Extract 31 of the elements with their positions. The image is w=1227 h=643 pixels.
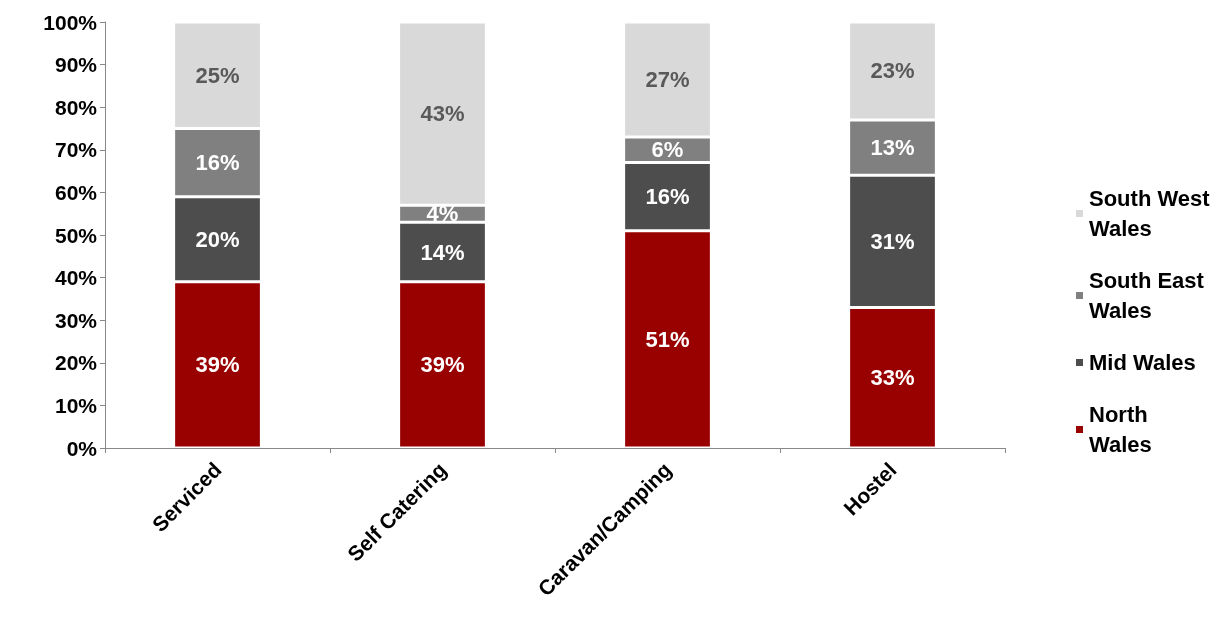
legend-label: North Wales (1089, 402, 1154, 457)
data-label: 25% (195, 62, 240, 88)
data-label: 4% (426, 201, 459, 227)
data-label: 31% (870, 228, 915, 254)
y-tick-label: 10% (54, 393, 98, 417)
data-label: 14% (420, 239, 465, 265)
y-tick-label: 80% (54, 95, 98, 119)
y-tick-label: 70% (54, 138, 98, 162)
data-label: 6% (651, 137, 684, 163)
y-tick-label: 60% (54, 180, 98, 204)
y-tick-label: 90% (54, 53, 98, 77)
legend-label: South East Wales (1089, 268, 1211, 323)
y-tick-label: 20% (54, 351, 98, 375)
data-label: 33% (870, 365, 915, 391)
data-label: 39% (195, 352, 240, 378)
data-label: 16% (645, 184, 690, 210)
y-tick-label: 100% (43, 10, 98, 34)
data-label: 43% (420, 101, 465, 127)
data-label: 13% (870, 135, 915, 161)
data-label: 23% (870, 58, 915, 84)
legend-label: South West Wales (1089, 186, 1216, 241)
data-label: 51% (645, 326, 690, 352)
data-label: 20% (195, 226, 240, 252)
data-label: 16% (195, 150, 240, 176)
y-tick-label: 30% (54, 308, 98, 332)
data-label: 39% (420, 352, 465, 378)
y-tick-label: 40% (54, 266, 98, 290)
y-tick-label: 0% (66, 436, 98, 460)
data-label: 27% (645, 67, 690, 93)
legend-label: Mid Wales (1089, 350, 1196, 375)
y-tick-label: 50% (54, 223, 98, 247)
